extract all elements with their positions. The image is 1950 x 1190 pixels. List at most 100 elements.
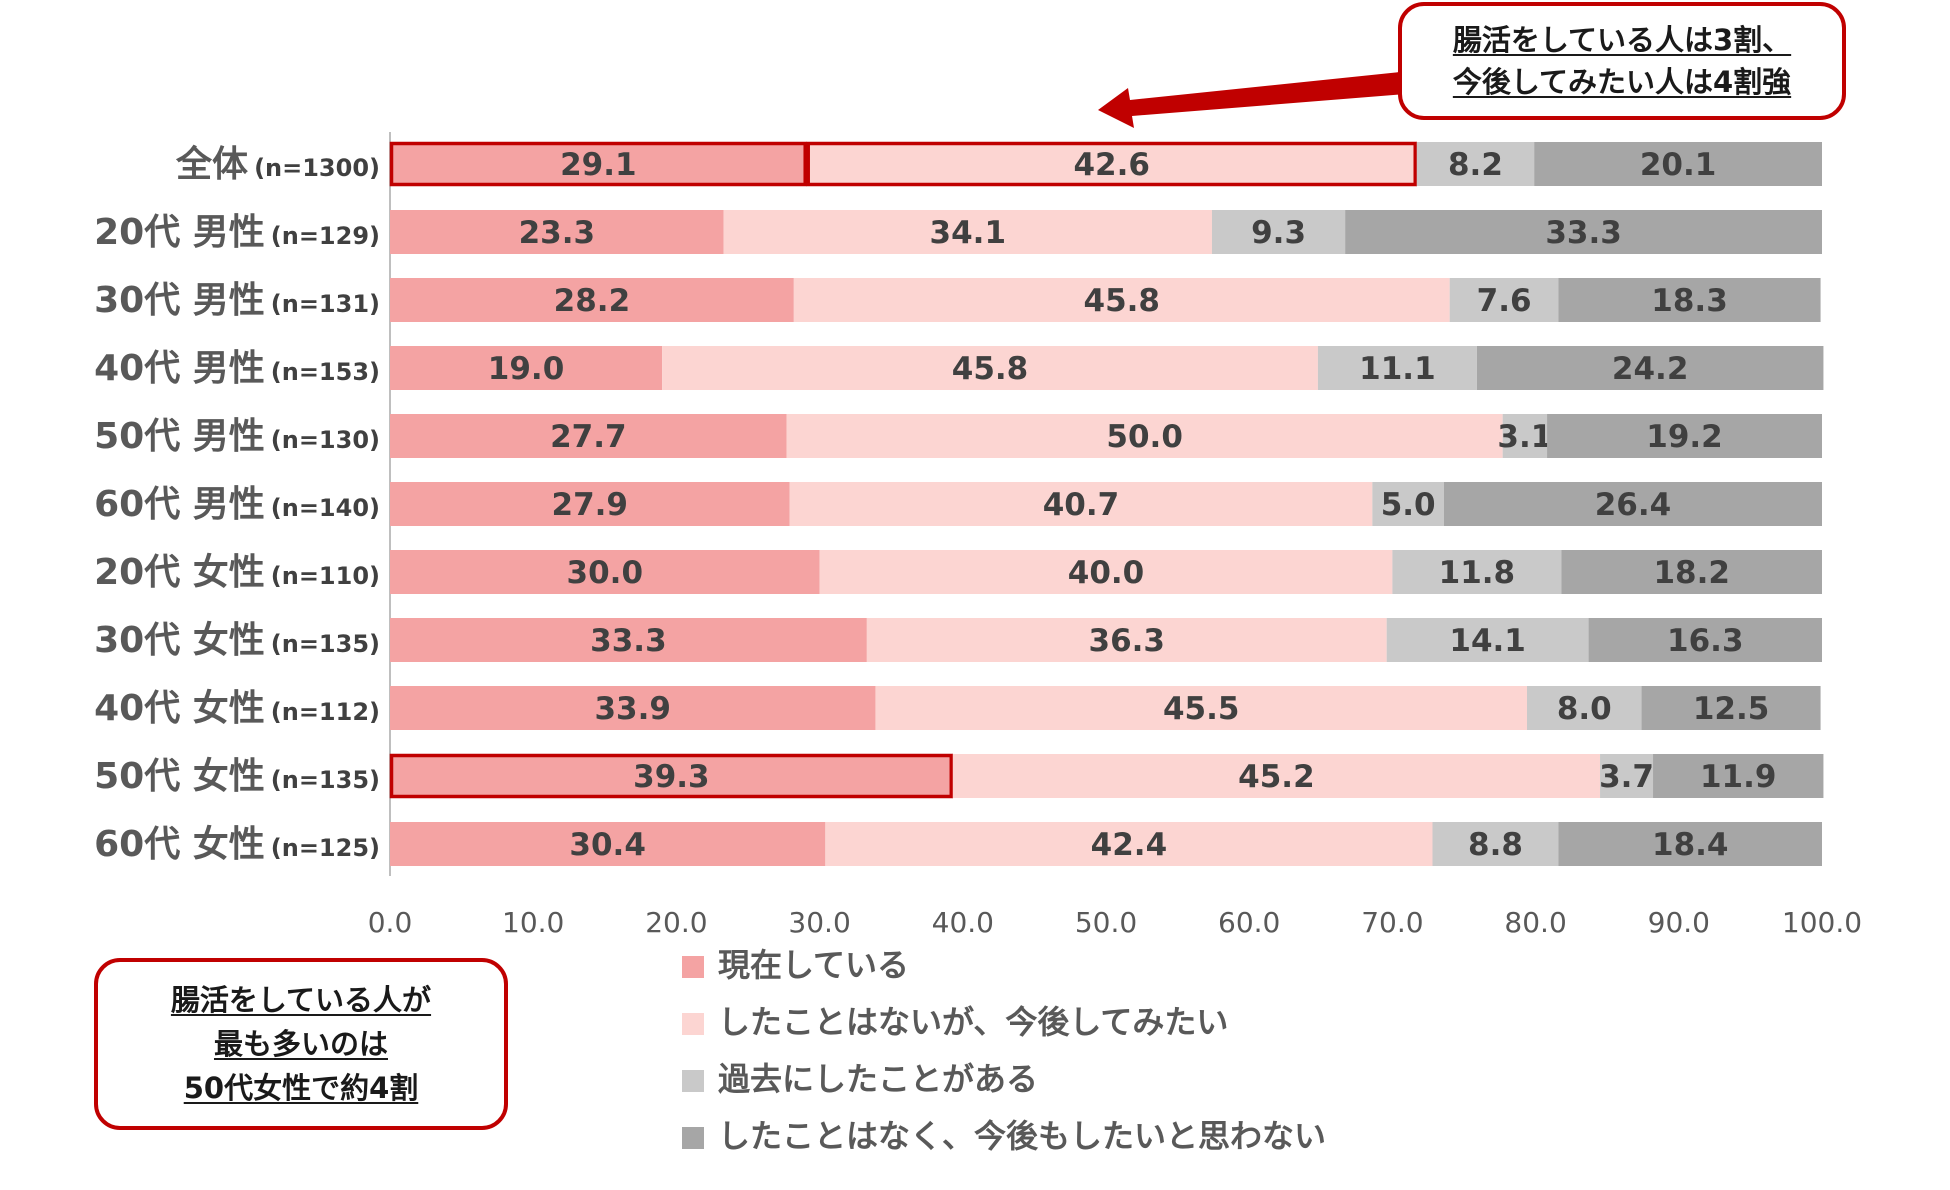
x-tick-label-1: 10.0 [502, 906, 564, 939]
callout-top-line-2: 今後してみたい人は4割強 [1452, 65, 1792, 99]
data-label-3-1: 45.8 [952, 351, 1029, 387]
bar-segment-3-3 [1476, 346, 1824, 390]
category-name: 20代 男性 [94, 212, 265, 253]
bar-segment-6-3 [1561, 550, 1822, 594]
data-label-5-3: 26.4 [1595, 487, 1672, 523]
data-label-6-2: 11.8 [1439, 555, 1516, 591]
data-label-3-0: 19.0 [488, 351, 565, 387]
bar-segment-1-0 [390, 210, 724, 254]
category-n: (n=140) [271, 494, 380, 522]
bar-segment-7-2 [1386, 618, 1589, 662]
data-label-0-2: 8.2 [1448, 147, 1503, 183]
callout-arrow [1098, 72, 1406, 128]
bar-segment-10-2 [1432, 822, 1559, 866]
data-label-5-0: 27.9 [552, 487, 629, 523]
data-label-9-2: 3.7 [1599, 759, 1654, 795]
legend-label-0: 現在している [718, 946, 909, 984]
bar-segment-1-3 [1345, 210, 1822, 254]
category-label-3: 40代 男性 (n=153) [94, 348, 380, 389]
category-n: (n=130) [271, 426, 380, 454]
category-n: (n=153) [271, 358, 380, 386]
highlight-box-9-0 [389, 753, 954, 799]
category-name: 50代 女性 [94, 756, 265, 797]
category-name: 40代 男性 [94, 348, 265, 389]
highlight-box-0-0 [389, 141, 807, 187]
data-label-1-1: 34.1 [930, 215, 1007, 251]
data-label-3-3: 24.2 [1612, 351, 1689, 387]
bar-segment-8-1 [875, 686, 1528, 730]
callout-bottom-line-2: 最も多いのは [213, 1027, 388, 1061]
data-label-4-3: 19.2 [1646, 419, 1723, 455]
bar-segment-2-3 [1558, 278, 1821, 322]
category-name: 40代 女性 [94, 688, 265, 729]
bar-segment-9-0 [390, 754, 953, 798]
category-n: (n=135) [271, 630, 380, 658]
category-name: 60代 男性 [94, 484, 265, 525]
data-label-7-3: 16.3 [1667, 623, 1744, 659]
category-n: (n=129) [271, 222, 380, 250]
data-label-6-3: 18.2 [1653, 555, 1730, 591]
bar-segment-4-0 [390, 414, 787, 458]
x-tick-label-7: 70.0 [1361, 906, 1423, 939]
data-label-1-3: 33.3 [1545, 215, 1622, 251]
x-tick-label-6: 60.0 [1218, 906, 1280, 939]
bar-segment-4-2 [1502, 414, 1548, 458]
category-label-10: 60代 女性 (n=125) [94, 824, 380, 865]
data-label-7-1: 36.3 [1089, 623, 1166, 659]
data-label-5-1: 40.7 [1043, 487, 1120, 523]
bar-segment-7-0 [390, 618, 867, 662]
category-n: (n=125) [271, 834, 380, 862]
category-n: (n=112) [271, 698, 380, 726]
bar-segment-4-3 [1547, 414, 1822, 458]
bar-segment-7-3 [1588, 618, 1822, 662]
category-label-6: 20代 女性 (n=110) [94, 552, 380, 593]
bar-segment-3-0 [390, 346, 663, 390]
bar-segment-0-2 [1416, 142, 1535, 186]
data-label-9-3: 11.9 [1700, 759, 1777, 795]
callout-bottom: 腸活をしている人が 最も多いのは 50代女性で約4割 [94, 958, 508, 1130]
bar-segment-0-1 [806, 142, 1417, 186]
category-n: (n=110) [271, 562, 380, 590]
callout-bottom-line-1: 腸活をしている人が [170, 983, 432, 1017]
bar-segment-5-0 [390, 482, 790, 526]
data-label-8-0: 33.9 [594, 691, 671, 727]
data-label-2-1: 45.8 [1084, 283, 1161, 319]
bar-segment-3-2 [1317, 346, 1477, 390]
callout-top-line-1: 腸活をしている人は3割、 [1452, 23, 1792, 57]
bar-segment-8-2 [1527, 686, 1642, 730]
data-label-0-1: 42.6 [1073, 147, 1150, 183]
bar-segment-6-2 [1392, 550, 1562, 594]
bar-segment-9-2 [1600, 754, 1654, 798]
data-label-8-3: 12.5 [1693, 691, 1770, 727]
category-name: 60代 女性 [94, 824, 265, 865]
bar-segment-10-1 [825, 822, 1433, 866]
bar-segment-7-1 [866, 618, 1387, 662]
data-label-3-2: 11.1 [1359, 351, 1436, 387]
category-label-7: 30代 女性 (n=135) [94, 620, 380, 661]
callout-bottom-line-3: 50代女性で約4割 [183, 1071, 419, 1105]
category-name: 30代 女性 [94, 620, 265, 661]
x-tick-label-4: 40.0 [932, 906, 994, 939]
x-tick-label-5: 50.0 [1075, 906, 1137, 939]
legend-swatch-3 [682, 1127, 704, 1149]
x-tick-label-8: 80.0 [1504, 906, 1566, 939]
data-label-8-1: 45.5 [1163, 691, 1240, 727]
bar-segment-3-1 [662, 346, 1318, 390]
bar-segment-5-3 [1443, 482, 1822, 526]
category-n: (n=1300) [254, 154, 380, 182]
category-label-5: 60代 男性 (n=140) [94, 484, 380, 525]
data-label-8-2: 8.0 [1557, 691, 1612, 727]
data-label-1-2: 9.3 [1251, 215, 1306, 251]
bar-segment-9-3 [1653, 754, 1824, 798]
bar-segment-8-3 [1641, 686, 1821, 730]
data-label-2-0: 28.2 [554, 283, 631, 319]
legend-label-1: したことはないが、今後してみたい [718, 1003, 1228, 1041]
data-label-9-1: 45.2 [1238, 759, 1315, 795]
data-label-9-0: 39.3 [633, 759, 710, 795]
bar-segment-10-3 [1558, 822, 1822, 866]
bar-segment-2-2 [1449, 278, 1559, 322]
bar-segment-1-2 [1211, 210, 1346, 254]
bar-segment-5-1 [789, 482, 1373, 526]
category-label-0: 全体 (n=1300) [175, 143, 380, 185]
data-label-10-3: 18.4 [1652, 827, 1729, 863]
